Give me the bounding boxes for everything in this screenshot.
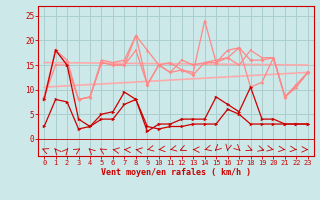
X-axis label: Vent moyen/en rafales ( km/h ): Vent moyen/en rafales ( km/h )	[101, 168, 251, 177]
